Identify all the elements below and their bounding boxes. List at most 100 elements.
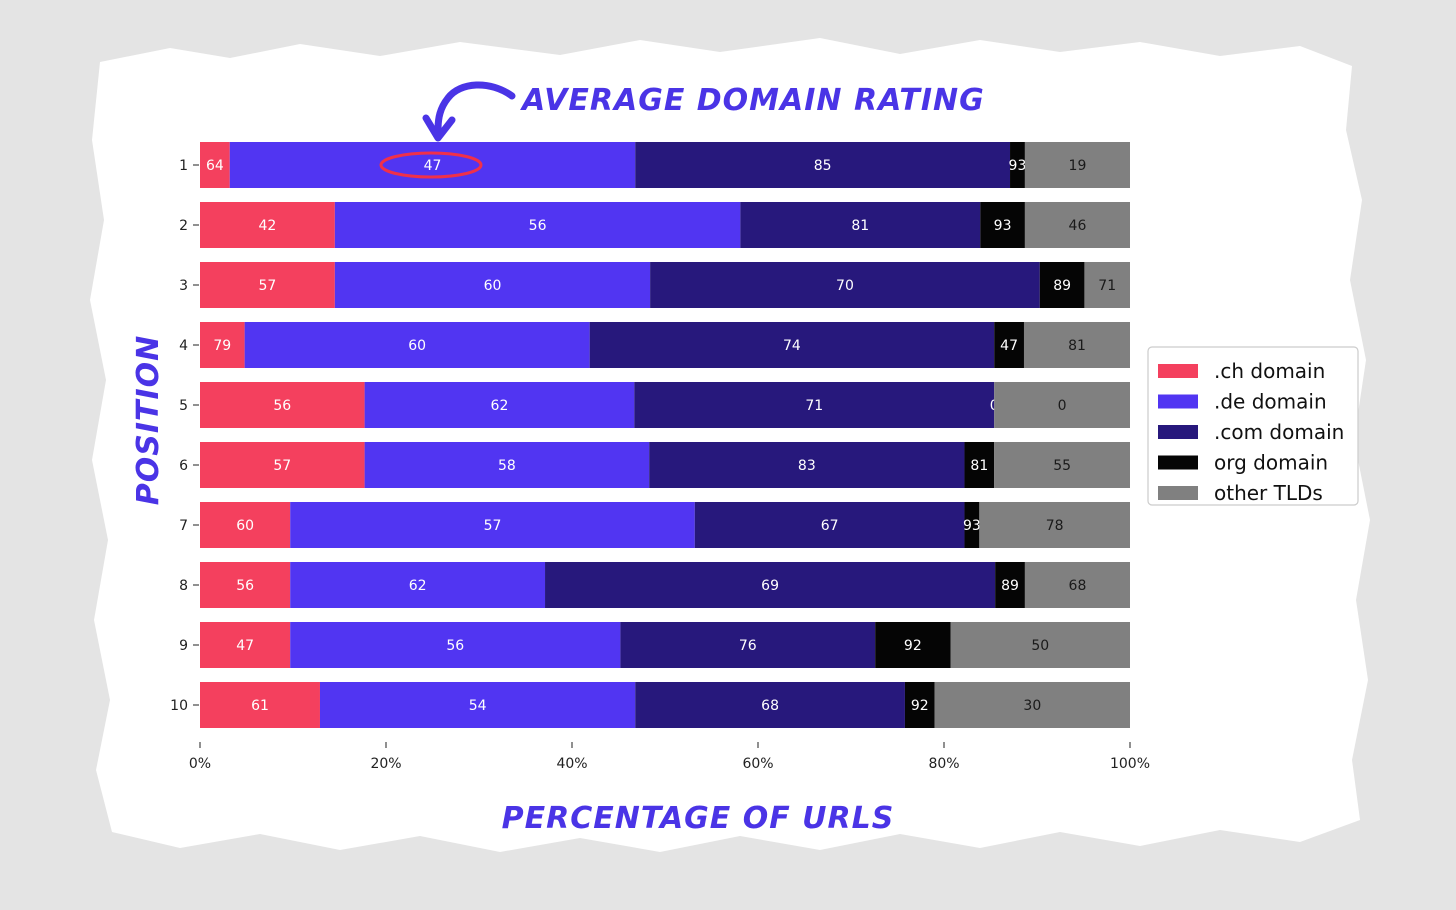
- bar-segment: [290, 562, 546, 608]
- data-label: 67: [821, 518, 839, 534]
- x-tick-label: 80%: [928, 756, 959, 772]
- bar-row-5: 56627100: [200, 382, 1130, 428]
- bar-segment: [740, 202, 981, 248]
- y-tick-label: 2: [179, 218, 188, 234]
- bar-segment: [364, 442, 650, 488]
- data-label: 93: [963, 518, 981, 534]
- bar-row-2: 42 56 81 93 46: [200, 202, 1130, 248]
- bar-segment: [994, 382, 1130, 428]
- bar-segment: [994, 442, 1130, 488]
- data-label: 93: [994, 218, 1012, 234]
- data-label: 81: [851, 218, 869, 234]
- bar-segment: [649, 442, 965, 488]
- bar-segment: [634, 382, 995, 428]
- bar-segment: [589, 322, 995, 368]
- bar-segment: [950, 622, 1130, 668]
- data-label: 92: [911, 698, 929, 714]
- data-label: 85: [814, 158, 832, 174]
- legend-swatch: [1158, 394, 1198, 409]
- bar-segment: [1024, 202, 1130, 248]
- data-label: 55: [1053, 458, 1071, 474]
- x-tick-label: 20%: [370, 756, 401, 772]
- bar-segment: [200, 262, 335, 308]
- bar-row-4: 79 60 74 47 81: [200, 322, 1130, 368]
- data-label: 60: [484, 278, 502, 294]
- bar-segment: [319, 682, 636, 728]
- data-label: 74: [783, 338, 801, 354]
- bar-segment: [200, 382, 365, 428]
- data-label: 78: [1046, 518, 1064, 534]
- bar-segment: [334, 202, 741, 248]
- data-label: 58: [498, 458, 516, 474]
- y-tick-label: 10: [170, 698, 188, 714]
- data-label: 64: [206, 158, 224, 174]
- data-label: 76: [739, 638, 757, 654]
- bar-segment: [200, 442, 365, 488]
- legend-label: .ch domain: [1214, 359, 1325, 383]
- bar-segment: [545, 562, 996, 608]
- data-label: 60: [236, 518, 254, 534]
- bar-segment: [200, 682, 320, 728]
- bar-segment: [694, 502, 965, 548]
- data-label: 68: [1069, 578, 1087, 594]
- x-axis-title: PERCENTAGE OF URLS: [502, 801, 895, 836]
- data-label: 69: [761, 578, 779, 594]
- data-label: 42: [259, 218, 277, 234]
- bar-segment: [200, 562, 291, 608]
- legend-label: .com domain: [1214, 420, 1344, 444]
- y-axis: 1 2 3 4 5 6 7 8 9 10: [170, 158, 199, 714]
- bar-segment: [334, 262, 651, 308]
- data-label: 47: [1000, 338, 1018, 354]
- bar-row-10: 61 54 68 92 30: [200, 682, 1130, 728]
- bar-row-7: 60 57 67 93 78: [200, 502, 1130, 548]
- bar-segment: [904, 682, 935, 728]
- data-label: 0: [1058, 398, 1067, 414]
- bar-segment: [200, 622, 291, 668]
- bar-segment: [635, 142, 1011, 188]
- data-label: 56: [446, 638, 464, 654]
- bar-segment: [980, 202, 1025, 248]
- x-tick-label: 60%: [742, 756, 773, 772]
- bar-segment: [200, 202, 335, 248]
- bar-segment: [290, 622, 621, 668]
- data-label: 57: [259, 278, 277, 294]
- bar-segment: [620, 622, 876, 668]
- bar-row-9: 47 56 76 92 50: [200, 622, 1130, 668]
- data-label: 81: [970, 458, 988, 474]
- legend-swatch: [1158, 425, 1198, 439]
- bar-segment: [1024, 142, 1130, 188]
- y-axis-title: POSITION: [131, 335, 166, 506]
- bar-segment: [964, 442, 995, 488]
- y-tick-label: 8: [179, 578, 188, 594]
- curved-arrow-icon: [422, 81, 516, 142]
- annotation-text: AVERAGE DOMAIN RATING: [520, 83, 985, 118]
- data-label: 54: [469, 698, 487, 714]
- data-label: 89: [1001, 578, 1019, 594]
- data-label: 79: [213, 338, 231, 354]
- data-label: 60: [408, 338, 426, 354]
- bar-segment: [200, 322, 245, 368]
- x-tick-label: 40%: [556, 756, 587, 772]
- data-label: 68: [761, 698, 779, 714]
- bar-segment: [1010, 142, 1025, 188]
- data-label: 56: [236, 578, 254, 594]
- data-label: 19: [1069, 158, 1087, 174]
- legend-swatch: [1158, 455, 1198, 470]
- bar-segment: [200, 142, 230, 188]
- bar-segment: [650, 262, 1040, 308]
- bar-segment: [635, 682, 905, 728]
- data-label: 92: [904, 638, 922, 654]
- x-tick-label: 0%: [189, 756, 211, 772]
- data-label: 50: [1031, 638, 1049, 654]
- legend-label: .de domain: [1214, 390, 1327, 414]
- data-label: 71: [805, 398, 823, 414]
- bar-segment: [979, 502, 1130, 548]
- legend-label: other TLDs: [1214, 481, 1323, 505]
- y-tick-label: 7: [179, 518, 188, 534]
- highlight-ring: [379, 151, 483, 179]
- bar-segment: [964, 502, 980, 548]
- data-label: 89: [1053, 278, 1071, 294]
- data-label: 57: [484, 518, 502, 534]
- legend: .ch domain .de domain .com domain org domai…: [1147, 346, 1359, 506]
